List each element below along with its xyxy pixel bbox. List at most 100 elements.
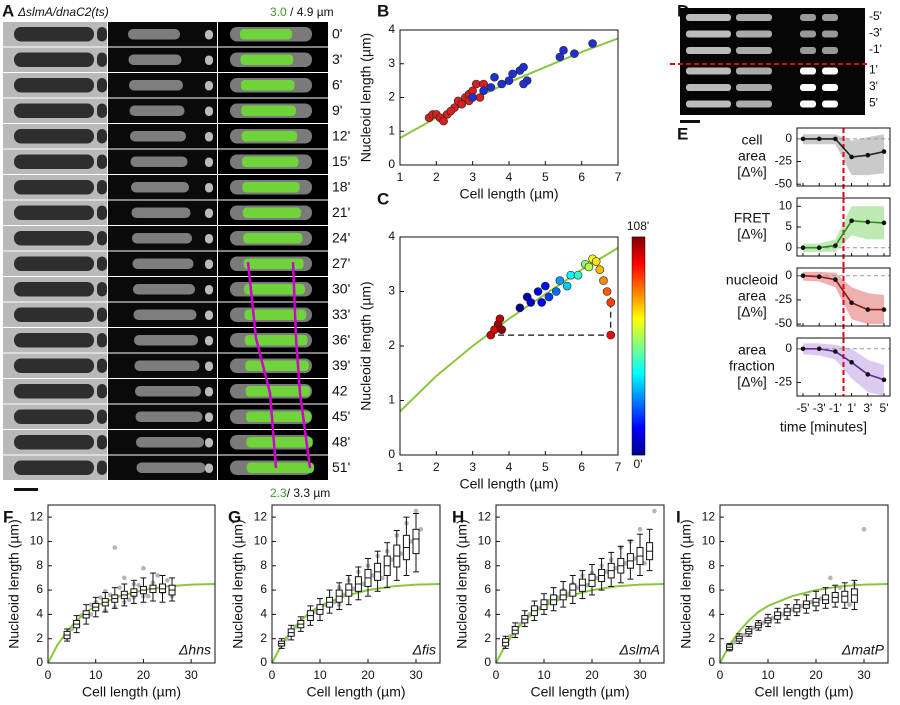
nucleoid-signal (822, 30, 838, 38)
mean-line (803, 348, 885, 381)
nucleoid-signal (822, 67, 838, 75)
y-tick-label: 2 (260, 631, 267, 645)
y-tick-label: 4 (36, 607, 43, 621)
data-dot (623, 561, 628, 566)
y-axis-label: [Δ%] (737, 164, 767, 180)
fit-curve (399, 247, 619, 413)
cell (97, 409, 107, 424)
x-tick-label: 1 (397, 460, 404, 474)
mean-point (865, 152, 871, 158)
mean-point (833, 277, 838, 282)
nucleoid (205, 157, 213, 167)
y-tick-label: 8 (484, 558, 491, 572)
data-dot (370, 573, 376, 578)
nucleoid-signal (800, 84, 816, 91)
nucleoid (129, 80, 183, 91)
annotation: Δhns (178, 642, 211, 658)
data-point (544, 292, 554, 302)
x-tick-label: -5' (797, 401, 810, 415)
panel-letter: A (2, 1, 14, 20)
nucleoid (205, 438, 213, 448)
data-point (606, 298, 616, 307)
time-label: 33' (332, 306, 350, 322)
nucleoid-mask (240, 54, 294, 65)
axes-frame (719, 504, 889, 664)
nucleoid-mask (244, 309, 307, 320)
y-axis-label: FRET (734, 210, 771, 226)
nucleoid (135, 386, 201, 397)
x-tick-label: 6 (578, 460, 585, 474)
data-point (555, 52, 565, 62)
nucleoid-mask (240, 29, 292, 40)
panel-letter: F (3, 507, 13, 526)
mean-point (816, 346, 822, 352)
y-tick-label: 10 (702, 534, 716, 548)
time-label: 0' (332, 25, 342, 41)
data-dot (760, 620, 766, 626)
axes-frame (271, 504, 441, 664)
x-tick-label: 20 (585, 668, 599, 682)
axes-frame (399, 29, 619, 166)
data-dot (632, 556, 638, 561)
data-dot (418, 527, 424, 532)
panel-letter: E (677, 124, 688, 143)
nucleoid-mask (242, 207, 302, 218)
x-tick-label: 0 (717, 668, 724, 682)
x-tick-label: 0 (493, 668, 500, 682)
mean-point (849, 154, 854, 160)
nucleoid-signal (822, 47, 838, 54)
data-dot (847, 602, 852, 607)
time-label: -1' (869, 42, 882, 56)
nucleoid (205, 30, 213, 40)
x-tick-label: 10 (537, 668, 551, 682)
cell-signal (686, 84, 731, 91)
data-dot (565, 591, 571, 597)
cell (14, 435, 94, 450)
cell (97, 52, 107, 67)
nucleoid (205, 310, 213, 320)
y-axis-label: [Δ%] (737, 374, 767, 390)
x-tick-label: 30 (857, 668, 871, 682)
axes-frame (796, 127, 891, 187)
axes-frame (399, 236, 619, 456)
nucleoid (132, 258, 194, 269)
y-tick-label: 2 (36, 631, 43, 645)
data-dot (556, 595, 561, 600)
y-tick-label: 12 (254, 509, 268, 523)
x-tick-label: 30 (633, 668, 647, 682)
mean-point (800, 273, 806, 279)
spread-band (803, 343, 884, 396)
lineage-line (246, 261, 278, 469)
cell-signal (686, 100, 731, 108)
nucleoid (205, 234, 213, 244)
y-tick-label: 0 (388, 447, 395, 461)
time-label: 51' (332, 459, 350, 475)
y-axis-label: Nucleoid length (µm) (358, 33, 374, 162)
y-tick-label: 0 (785, 268, 792, 282)
axes-frame (796, 197, 891, 257)
data-point (595, 265, 605, 275)
cell (97, 231, 107, 246)
nucleoid (205, 55, 213, 65)
y-axis-label: nucleoid (726, 272, 778, 288)
box (822, 594, 830, 604)
cell (14, 282, 94, 297)
scale-annotation: 3.0 / 4.9 µm (270, 5, 334, 19)
y-tick-label: 6 (260, 582, 267, 596)
data-point (497, 325, 507, 334)
mean-point (881, 220, 887, 226)
x-tick-label: 4 (506, 460, 513, 474)
time-label: 3' (869, 79, 878, 93)
y-axis-label: area (738, 288, 766, 304)
data-dot (98, 595, 103, 600)
x-tick-label: -1' (829, 401, 842, 415)
data-dot (413, 508, 419, 514)
panel-letter: C (377, 189, 389, 208)
data-dot (584, 582, 590, 588)
data-point (602, 287, 612, 296)
time-label: 30' (332, 280, 350, 296)
mean-point (833, 136, 838, 142)
cell (14, 231, 94, 246)
spread-band (803, 206, 884, 252)
